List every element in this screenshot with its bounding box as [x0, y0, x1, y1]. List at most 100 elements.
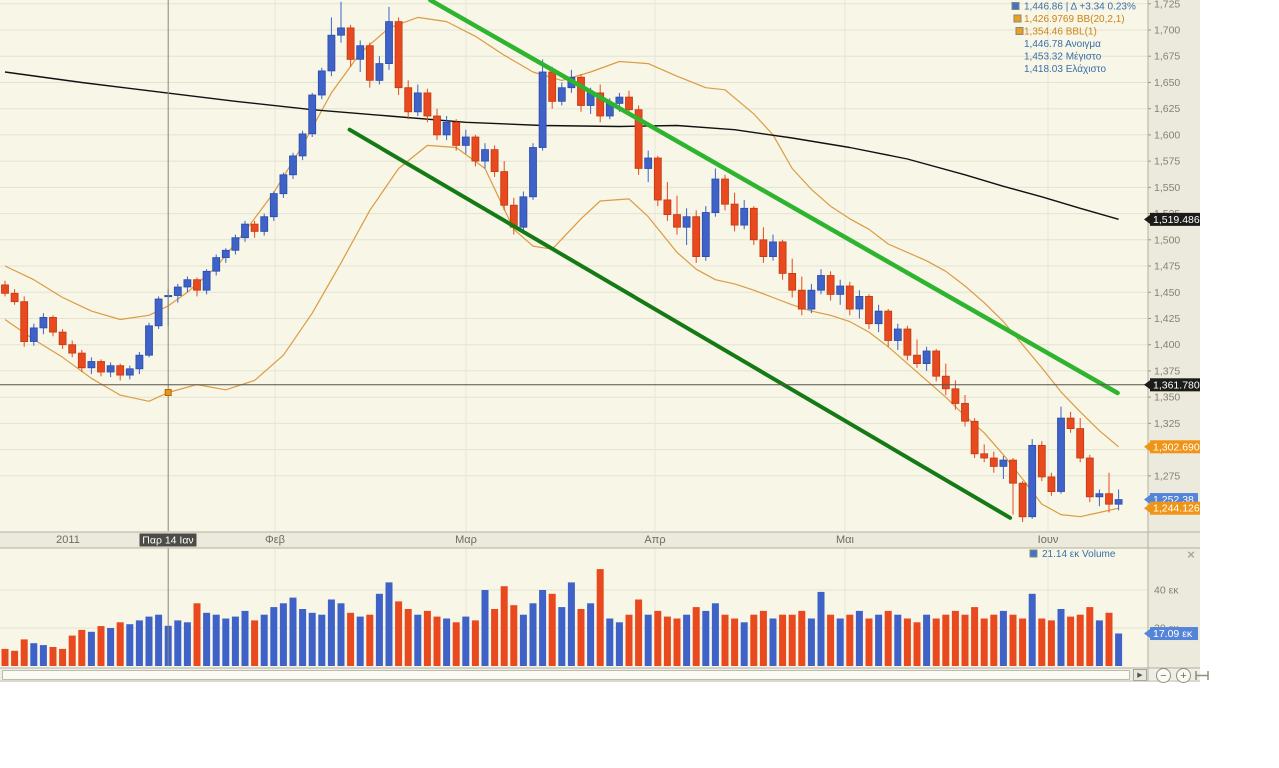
- volume-bar: [1047, 620, 1055, 666]
- price-tick-label: 1,700: [1154, 25, 1180, 37]
- price-badge: [1150, 378, 1204, 392]
- price-tick-label: 1,650: [1154, 77, 1180, 89]
- candle: [538, 71, 547, 148]
- candle: [989, 457, 998, 467]
- candle: [807, 289, 816, 310]
- candle: [97, 361, 105, 373]
- volume-bar: [548, 593, 556, 666]
- volume-bar: [836, 618, 844, 666]
- volume-bar: [855, 610, 863, 666]
- fit-range-button[interactable]: [1194, 669, 1210, 682]
- price-badge-label: 1,361.780: [1153, 379, 1200, 391]
- candle: [884, 310, 893, 341]
- candle: [394, 21, 403, 89]
- candle: [893, 328, 902, 341]
- volume-bar: [971, 607, 979, 666]
- volume-bar: [587, 603, 595, 666]
- volume-bar: [558, 607, 566, 666]
- volume-bar: [635, 599, 643, 666]
- volume-bar: [327, 599, 335, 666]
- candle: [125, 368, 134, 376]
- candle: [961, 402, 969, 422]
- candle: [1076, 428, 1085, 459]
- price-axis-badges: 1,519.4861,361.7801,302.6901,252.381,244…: [1144, 212, 1204, 641]
- candle: [250, 223, 259, 232]
- volume-bar: [692, 607, 700, 666]
- volume-bar: [654, 610, 662, 666]
- candle: [913, 354, 921, 365]
- candle: [769, 241, 777, 257]
- volume-bar: [875, 614, 883, 666]
- price-badge-label: 1,244.126: [1153, 503, 1200, 515]
- zoom-out-button[interactable]: −: [1156, 668, 1171, 683]
- volume-bar: [606, 618, 614, 666]
- volume-bar: [68, 635, 76, 666]
- volume-bar: [404, 609, 412, 666]
- volume-bar: [1057, 609, 1065, 666]
- volume-bar: [347, 612, 355, 666]
- volume-badge: [1150, 627, 1198, 641]
- candle: [817, 275, 825, 291]
- scrollbar-right-button[interactable]: ▶: [1133, 669, 1147, 681]
- candle: [711, 178, 720, 213]
- candle: [327, 34, 336, 72]
- candle: [788, 272, 797, 291]
- volume-bar: [951, 610, 959, 666]
- volume-bar: [433, 616, 441, 666]
- candle: [29, 327, 38, 342]
- candle: [529, 147, 537, 198]
- volume-bar: [385, 582, 393, 666]
- volume-bar: [491, 609, 499, 666]
- volume-bar: [510, 605, 518, 666]
- legend-swatch: [1029, 549, 1038, 558]
- price-tick-label: 1,475: [1154, 261, 1180, 273]
- volume-close-button[interactable]: ×: [1184, 548, 1198, 562]
- candle: [721, 178, 729, 205]
- candle: [135, 354, 144, 370]
- candle: [1057, 417, 1065, 492]
- candle: [346, 27, 355, 60]
- volume-bar: [779, 614, 787, 666]
- volume-bar: [260, 614, 268, 666]
- legend-row-text: 1,446.78 Ανοιγμα: [1024, 39, 1101, 50]
- volume-bar: [299, 609, 307, 666]
- volume-bar: [59, 648, 67, 666]
- volume-bar: [1009, 614, 1017, 666]
- volume-bar: [49, 647, 57, 666]
- volume-bar: [212, 614, 220, 666]
- volume-bar: [289, 597, 297, 666]
- volume-bar: [356, 616, 364, 666]
- price-tick-label: 1,600: [1154, 129, 1180, 141]
- volume-bar: [1067, 616, 1075, 666]
- candle: [740, 207, 749, 226]
- candle: [634, 109, 643, 169]
- crosshair-date-badge: [139, 533, 197, 547]
- candle: [682, 216, 691, 228]
- candle: [461, 136, 470, 146]
- candle: [596, 92, 605, 117]
- selected-point-marker[interactable]: [164, 389, 172, 396]
- volume-bar: [846, 614, 854, 666]
- candle: [337, 27, 345, 36]
- fit-range-icon: [1195, 671, 1209, 680]
- volume-bar: [203, 612, 211, 666]
- candle: [673, 214, 681, 228]
- volume-legend: 21.14 εκ Volume: [1029, 549, 1116, 560]
- candle: [106, 365, 115, 373]
- trendline-lower[interactable]: [347, 127, 1013, 520]
- chart-canvas[interactable]: 1,725 1,700 1,675 1,650 1,625 1,600 1,575 1,550…: [0, 0, 1210, 700]
- zoom-in-button[interactable]: +: [1176, 668, 1191, 683]
- candle: [941, 375, 950, 390]
- candle: [173, 286, 182, 296]
- candle: [1, 284, 9, 294]
- candle: [577, 76, 585, 106]
- trendline-upper[interactable]: [428, 0, 1120, 396]
- volume-bar: [183, 622, 191, 666]
- volume-bar: [827, 614, 835, 666]
- candle: [999, 459, 1008, 467]
- volume-bar: [107, 628, 115, 666]
- volume-bar: [980, 618, 988, 666]
- scrollbar-track[interactable]: [2, 670, 1130, 680]
- candle: [826, 275, 835, 295]
- candle: [212, 257, 221, 272]
